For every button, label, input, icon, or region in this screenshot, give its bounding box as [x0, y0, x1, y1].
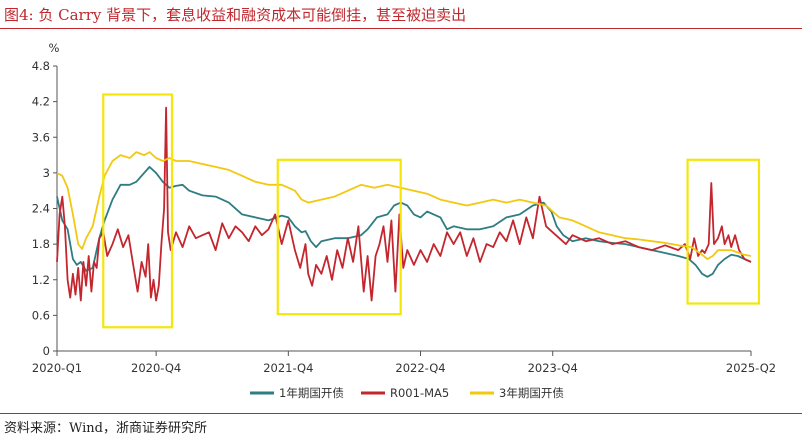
y-tick-label: 0 [43, 344, 50, 358]
legend-label: R001-MA5 [390, 386, 449, 400]
highlight-box-3 [686, 158, 761, 305]
title-rule [0, 28, 802, 29]
y-axis-unit-label: % [49, 41, 60, 55]
series-line-2 [56, 106, 752, 302]
x-tick-label: 2023-Q4 [528, 361, 578, 375]
y-tick-label: 1.8 [32, 237, 50, 251]
y-tick-label: 0.6 [32, 308, 50, 322]
series-line-3 [56, 151, 752, 260]
x-tick-label: 2025-Q2 [726, 361, 776, 375]
source-rule [0, 413, 802, 414]
highlight-box-2 [276, 158, 402, 316]
y-tick-label: 4.2 [32, 95, 50, 109]
figure-title: 图4: 负 Carry 背景下，套息收益和融资成本可能倒挂，甚至被迫卖出 [4, 6, 467, 24]
y-tick-label: 3.6 [32, 130, 50, 144]
legend-label: 1年期国开债 [279, 386, 344, 400]
highlight-box-1 [102, 93, 174, 329]
source-note: 资料来源：Wind，浙商证券研究所 [4, 421, 207, 436]
y-tick-label: 1.2 [32, 273, 50, 287]
y-tick-label: 4.8 [32, 59, 50, 73]
y-tick-label: 2.4 [32, 202, 50, 216]
x-tick-label: 2020-Q4 [131, 361, 181, 375]
plot-area: % 0 0.6 1.2 1.8 2.4 3 3.6 4.2 4.8 2020-Q1 2020-Q4 20… [32, 41, 776, 400]
y-tick-label: 3 [43, 166, 50, 180]
legend-label: 3年期国开债 [499, 386, 564, 400]
x-tick-label: 2021-Q4 [263, 361, 313, 375]
x-tick-label: 2020-Q1 [32, 361, 82, 375]
x-tick-label: 2022-Q4 [395, 361, 445, 375]
